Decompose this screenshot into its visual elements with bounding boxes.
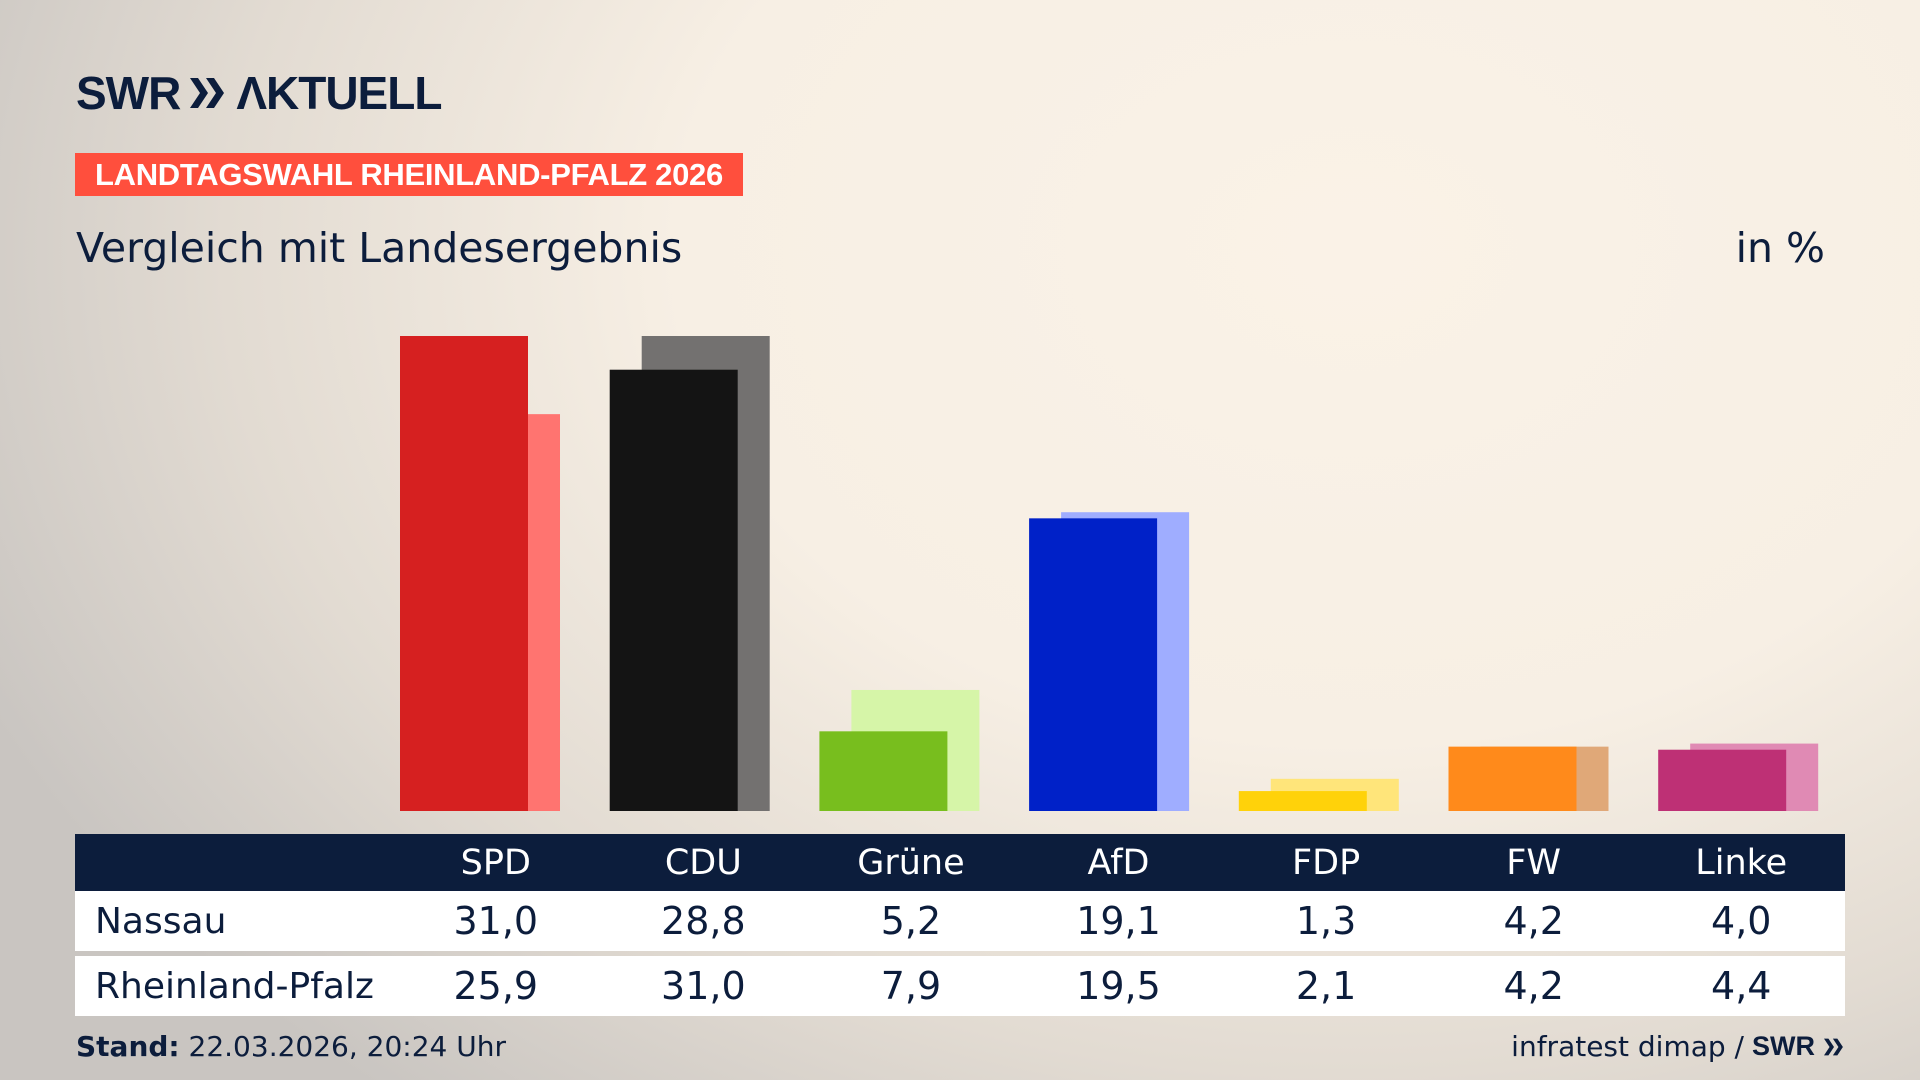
table-row: Rheinland-Pfalz 25,9 31,0 7,9 19,5 2,1 4,2 4,4 (75, 956, 1845, 1016)
bar-afd-nassau (1029, 518, 1158, 811)
double-chevron-icon (190, 78, 225, 108)
results-table: SPD CDU Grüne AfD FDP FW Linke Nassau 31,0 28,8… (75, 834, 1845, 1016)
election-banner: LANDTAGSWAHL RHEINLAND-PFALZ 2026 (75, 153, 743, 196)
value-cell: 4,4 (1711, 964, 1772, 1008)
table-row: Nassau 31,0 28,8 5,2 19,1 1,3 4,2 4,0 (75, 891, 1845, 951)
value-cell: 2,1 (1295, 964, 1357, 1008)
double-chevron-icon (1824, 1038, 1843, 1055)
swr-small-logo: SWR (1752, 1031, 1815, 1061)
value-cell: 31,0 (661, 964, 746, 1008)
bar-fw-nassau (1448, 746, 1577, 811)
value-cell: 5,2 (880, 899, 942, 943)
header-party: Grüne (857, 842, 965, 883)
header-party: Linke (1695, 842, 1788, 883)
value-cell: 4,0 (1711, 899, 1772, 943)
value-cell: 19,1 (1076, 899, 1161, 943)
bar-chart (400, 336, 1819, 811)
logo-aktuell: ΛKTUELL (236, 67, 442, 119)
value-cell: 1,3 (1295, 899, 1357, 943)
header-party: CDU (664, 842, 742, 883)
unit-label: in % (1735, 224, 1825, 272)
row-label: Rheinland-Pfalz (95, 965, 374, 1007)
value-cell: 7,9 (880, 964, 942, 1008)
source: infratest dimap / SWR (1511, 1030, 1845, 1063)
source-text: infratest dimap / (1511, 1030, 1744, 1063)
header-party: AfD (1087, 842, 1150, 883)
timestamp: Stand: 22.03.2026, 20:24 Uhr (76, 1030, 506, 1063)
swr-aktuell-logo: SWR ΛKTUELL (76, 67, 442, 119)
value-cell: 19,5 (1076, 964, 1161, 1008)
bar-grüne-nassau (819, 731, 948, 811)
bar-spd-nassau (400, 336, 528, 811)
bar-fdp-nassau (1238, 791, 1367, 811)
value-cell: 28,8 (661, 899, 746, 943)
value-cell: 4,2 (1503, 964, 1564, 1008)
stand-value: 22.03.2026, 20:24 Uhr (188, 1030, 506, 1063)
bar-linke-nassau (1658, 749, 1787, 811)
table-header: SPD CDU Grüne AfD FDP FW Linke (75, 834, 1845, 891)
header-party: SPD (460, 842, 531, 883)
value-cell: 25,9 (453, 964, 539, 1008)
bar-cdu-nassau (609, 369, 738, 811)
chart-subtitle: Vergleich mit Landesergebnis (76, 224, 683, 272)
header-party: FW (1506, 842, 1562, 883)
header-party: FDP (1291, 842, 1361, 883)
logo-swr: SWR (76, 67, 181, 119)
value-cell: 4,2 (1503, 899, 1564, 943)
row-label: Nassau (95, 900, 227, 942)
stand-label: Stand: (76, 1030, 180, 1063)
value-cell: 31,0 (453, 899, 539, 943)
